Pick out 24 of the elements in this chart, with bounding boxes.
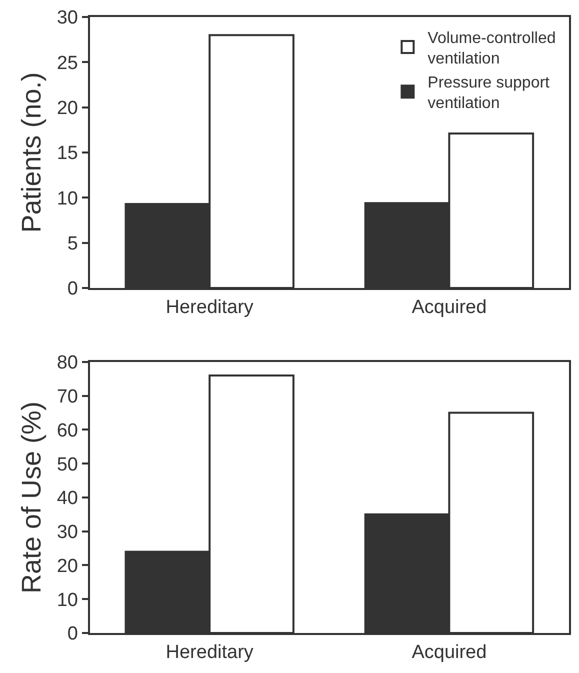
y-tick-label: 25 [56,52,78,74]
y-tick-label: 70 [56,386,78,408]
legend-label: Pressure support ventilation [428,74,550,112]
x-tick-label: Acquired [412,296,487,318]
y-tick-label: 0 [67,278,78,300]
y-axis-title: Patients (no.) [16,72,46,233]
y-tick-label: 60 [56,420,78,442]
x-tick-label: Acquired [412,642,487,663]
y-tick-label: 20 [56,556,78,577]
y-tick-label: 0 [67,624,78,645]
y-tick-label: 30 [56,522,78,544]
y-tick-label: 5 [67,234,78,255]
y-tick-label: 20 [56,98,78,119]
y-tick-label: 80 [56,352,78,374]
x-tick-label: Hereditary [166,642,254,663]
y-tick-label: 15 [56,143,78,164]
y-tick-label: 10 [56,188,78,210]
y-axis-title: Rate of Use (%) [16,401,46,594]
y-tick-label: 50 [56,454,78,476]
y-tick-label: 40 [56,488,78,510]
legend-label: Volume-controlled ventilation [428,30,556,68]
y-tick-label: 10 [56,590,78,611]
x-tick-label: Hereditary [166,296,254,318]
y-tick-label: 30 [56,8,78,29]
